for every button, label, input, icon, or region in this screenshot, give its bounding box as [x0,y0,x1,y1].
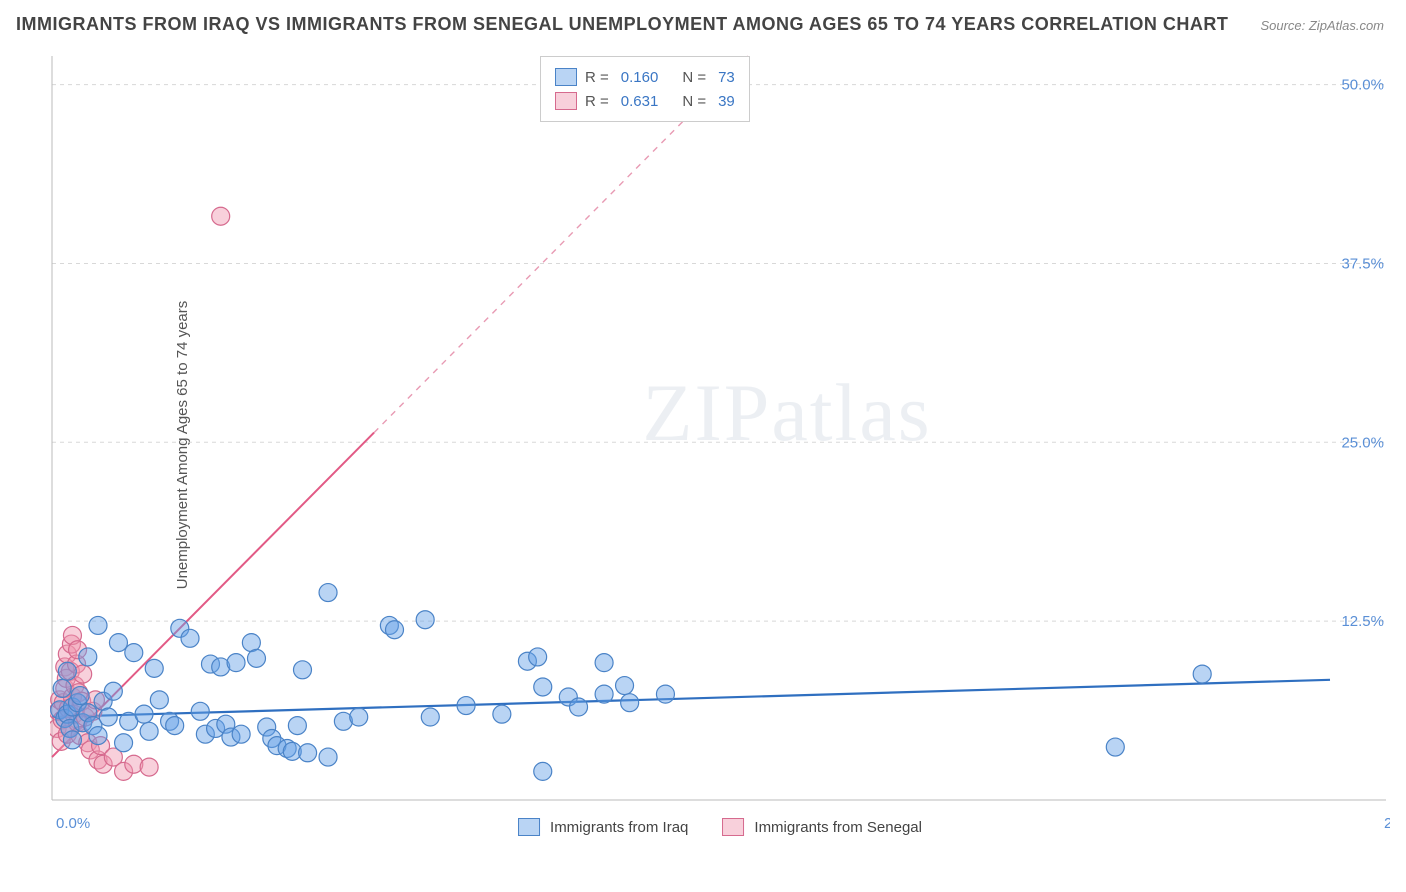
legend-swatch [722,818,744,836]
stats-legend: R = 0.160 N = 73 R = 0.631 N = 39 [540,56,750,122]
n-value: 73 [718,69,735,86]
r-label: R = [585,69,609,86]
scatter-plot: 12.5% 25.0% 37.5% 50.0% 0.0% 25.0% [50,50,1390,840]
legend-swatch [555,68,577,86]
stats-legend-row: R = 0.631 N = 39 [555,89,735,113]
svg-text:12.5%: 12.5% [1341,613,1384,630]
legend-label: Immigrants from Iraq [550,819,688,836]
n-value: 39 [718,93,735,110]
r-label: R = [585,93,609,110]
n-label: N = [682,93,706,110]
legend-item: Immigrants from Iraq [518,818,688,836]
chart-title: IMMIGRANTS FROM IRAQ VS IMMIGRANTS FROM … [16,14,1228,35]
r-value: 0.631 [621,93,659,110]
legend-swatch [555,92,577,110]
legend-item: Immigrants from Senegal [722,818,922,836]
legend-label: Immigrants from Senegal [754,819,922,836]
source-attribution: Source: ZipAtlas.com [1260,18,1384,33]
n-label: N = [682,69,706,86]
legend-swatch [518,818,540,836]
svg-text:0.0%: 0.0% [56,815,90,832]
r-value: 0.160 [621,69,659,86]
svg-text:37.5%: 37.5% [1341,255,1384,272]
stats-legend-row: R = 0.160 N = 73 [555,65,735,89]
svg-text:25.0%: 25.0% [1384,815,1390,832]
svg-text:25.0%: 25.0% [1341,434,1384,451]
chart-area: Unemployment Among Ages 65 to 74 years 1… [50,50,1390,840]
svg-text:50.0%: 50.0% [1341,77,1384,94]
series-legend: Immigrants from Iraq Immigrants from Sene… [518,818,922,836]
